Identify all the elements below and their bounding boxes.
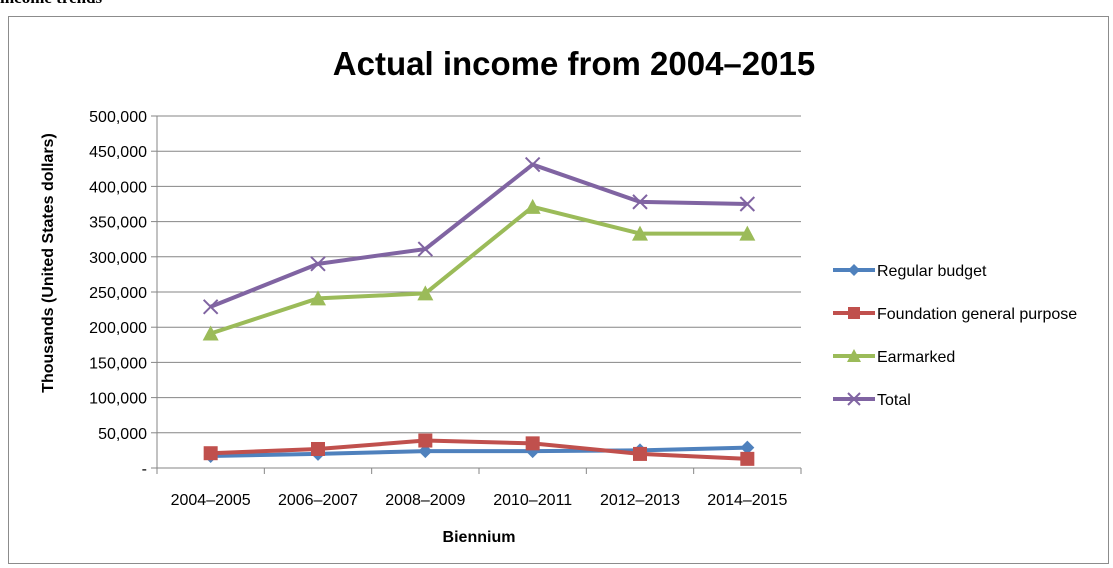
legend-item: Regular budget [833, 263, 987, 280]
x-tick-label: 2006–2007 [278, 492, 358, 509]
x-tick-label: 2012–2013 [600, 492, 680, 509]
y-tick-label: 50,000 [98, 426, 147, 443]
data-point-marker [203, 446, 218, 461]
series-foundation-general-purpose [203, 433, 755, 466]
y-tick-label: 500,000 [89, 109, 147, 126]
legend-item: Earmarked [833, 349, 955, 366]
gridlines [156, 115, 801, 469]
chart-frame: Actual income from 2004–2015 - 50,000 100,… [8, 16, 1109, 564]
data-point-marker [848, 264, 860, 276]
chart-title: Actual income from 2004–2015 [333, 45, 815, 82]
y-tick-label: 450,000 [89, 144, 147, 161]
line-chart: Actual income from 2004–2015 - 50,000 100,… [40, 45, 1077, 546]
data-point-marker [418, 433, 433, 448]
data-point-marker [418, 444, 433, 459]
series-line [210, 445, 748, 459]
data-point-marker [739, 196, 756, 212]
data-point-marker [847, 349, 861, 362]
legend-item: Foundation general purpose [833, 306, 1077, 323]
data-point-marker [417, 241, 434, 257]
x-tick-label: 2010–2011 [493, 492, 572, 509]
y-tick-label: 100,000 [89, 391, 147, 408]
x-axis-label: Biennium [443, 529, 516, 546]
legend-label: Regular budget [877, 263, 987, 280]
legend-item: Total [833, 392, 911, 409]
series-total [202, 156, 756, 315]
series-group [202, 156, 756, 466]
data-point-marker [202, 299, 219, 315]
data-point-marker [417, 285, 434, 301]
legend-label: Foundation general purpose [877, 306, 1077, 323]
data-point-marker [740, 440, 755, 455]
data-point-marker [311, 441, 325, 456]
y-tick-label: 400,000 [89, 179, 147, 196]
x-tick-label: 2004–2005 [171, 492, 251, 509]
y-tick-label: 200,000 [89, 320, 147, 337]
data-point-marker [739, 225, 756, 241]
series-line [210, 204, 748, 336]
data-point-marker [525, 436, 540, 451]
y-tick-label: 250,000 [89, 285, 147, 302]
data-point-marker [310, 256, 326, 272]
y-axis-label: Thousands (United States dollars) [40, 133, 57, 393]
y-tick-label: 150,000 [89, 355, 147, 372]
series-line [209, 162, 748, 309]
y-tick-label: 350,000 [89, 215, 147, 232]
legend-label: Total [877, 392, 911, 409]
data-point-marker [847, 392, 861, 406]
y-tick-label: 300,000 [89, 250, 147, 267]
x-tick-label: 2014–2015 [707, 492, 787, 509]
series-earmarked [202, 198, 756, 341]
legend-label: Earmarked [877, 349, 955, 366]
y-tick-label: - [142, 461, 147, 478]
data-point-marker [524, 156, 541, 173]
data-point-marker [310, 290, 326, 306]
series-line [210, 438, 748, 461]
page-heading: income trends [0, 0, 102, 8]
data-point-marker [632, 194, 648, 210]
data-point-marker [848, 307, 860, 319]
data-point-marker [740, 451, 755, 466]
x-tick-label: 2008–2009 [385, 492, 465, 509]
data-point-marker [633, 446, 647, 461]
data-point-marker [632, 225, 648, 241]
x-axis-ticks: 2004–2005 2006–2007 2008–2009 2010–2011 2012… [156, 468, 802, 509]
y-axis-ticks: - 50,000 100,000 150,000 200,000 250,000 300,0… [89, 109, 157, 478]
data-point-marker [202, 325, 219, 341]
legend: Regular budget Foundation general purpose… [833, 263, 1077, 409]
data-point-marker [524, 198, 541, 214]
